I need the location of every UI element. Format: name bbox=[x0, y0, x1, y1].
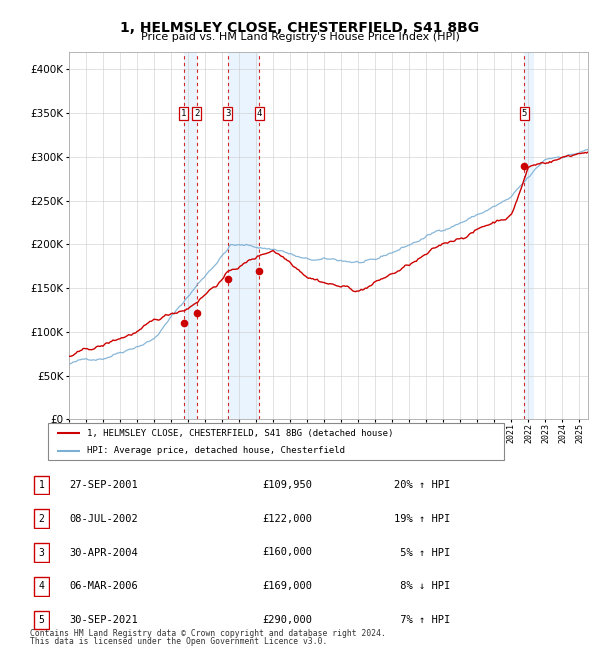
Text: £109,950: £109,950 bbox=[262, 480, 312, 490]
Text: 4: 4 bbox=[257, 109, 262, 118]
Text: 06-MAR-2006: 06-MAR-2006 bbox=[69, 581, 138, 592]
Text: 3: 3 bbox=[225, 109, 230, 118]
Text: £160,000: £160,000 bbox=[262, 547, 312, 558]
FancyBboxPatch shape bbox=[34, 543, 49, 562]
FancyBboxPatch shape bbox=[34, 476, 49, 494]
Text: 1: 1 bbox=[38, 480, 44, 490]
FancyBboxPatch shape bbox=[34, 510, 49, 528]
Text: £122,000: £122,000 bbox=[262, 514, 312, 524]
FancyBboxPatch shape bbox=[34, 611, 49, 629]
Text: 08-JUL-2002: 08-JUL-2002 bbox=[69, 514, 138, 524]
Text: This data is licensed under the Open Government Licence v3.0.: This data is licensed under the Open Gov… bbox=[30, 636, 328, 645]
Bar bbox=[228, 52, 259, 419]
Text: 8% ↓ HPI: 8% ↓ HPI bbox=[394, 581, 450, 592]
Text: 30-APR-2004: 30-APR-2004 bbox=[69, 547, 138, 558]
Text: 1: 1 bbox=[181, 109, 187, 118]
Text: 20% ↑ HPI: 20% ↑ HPI bbox=[394, 480, 450, 490]
FancyBboxPatch shape bbox=[34, 577, 49, 595]
Text: 5% ↑ HPI: 5% ↑ HPI bbox=[394, 547, 450, 558]
Text: 19% ↑ HPI: 19% ↑ HPI bbox=[394, 514, 450, 524]
Text: 4: 4 bbox=[38, 581, 44, 592]
Bar bbox=[524, 52, 535, 419]
Text: 5: 5 bbox=[38, 615, 44, 625]
Bar bbox=[184, 52, 197, 419]
Text: 2: 2 bbox=[38, 514, 44, 524]
Text: 7% ↑ HPI: 7% ↑ HPI bbox=[394, 615, 450, 625]
Text: 27-SEP-2001: 27-SEP-2001 bbox=[69, 480, 138, 490]
Text: £169,000: £169,000 bbox=[262, 581, 312, 592]
Text: 1, HELMSLEY CLOSE, CHESTERFIELD, S41 8BG (detached house): 1, HELMSLEY CLOSE, CHESTERFIELD, S41 8BG… bbox=[87, 428, 393, 437]
Text: £290,000: £290,000 bbox=[262, 615, 312, 625]
Text: 3: 3 bbox=[38, 547, 44, 558]
Text: Contains HM Land Registry data © Crown copyright and database right 2024.: Contains HM Land Registry data © Crown c… bbox=[30, 629, 386, 638]
Text: 1, HELMSLEY CLOSE, CHESTERFIELD, S41 8BG: 1, HELMSLEY CLOSE, CHESTERFIELD, S41 8BG bbox=[121, 21, 479, 35]
Text: 2: 2 bbox=[194, 109, 200, 118]
Text: 5: 5 bbox=[521, 109, 527, 118]
Text: Price paid vs. HM Land Registry's House Price Index (HPI): Price paid vs. HM Land Registry's House … bbox=[140, 32, 460, 42]
Text: HPI: Average price, detached house, Chesterfield: HPI: Average price, detached house, Ches… bbox=[87, 447, 345, 455]
Text: 30-SEP-2021: 30-SEP-2021 bbox=[69, 615, 138, 625]
